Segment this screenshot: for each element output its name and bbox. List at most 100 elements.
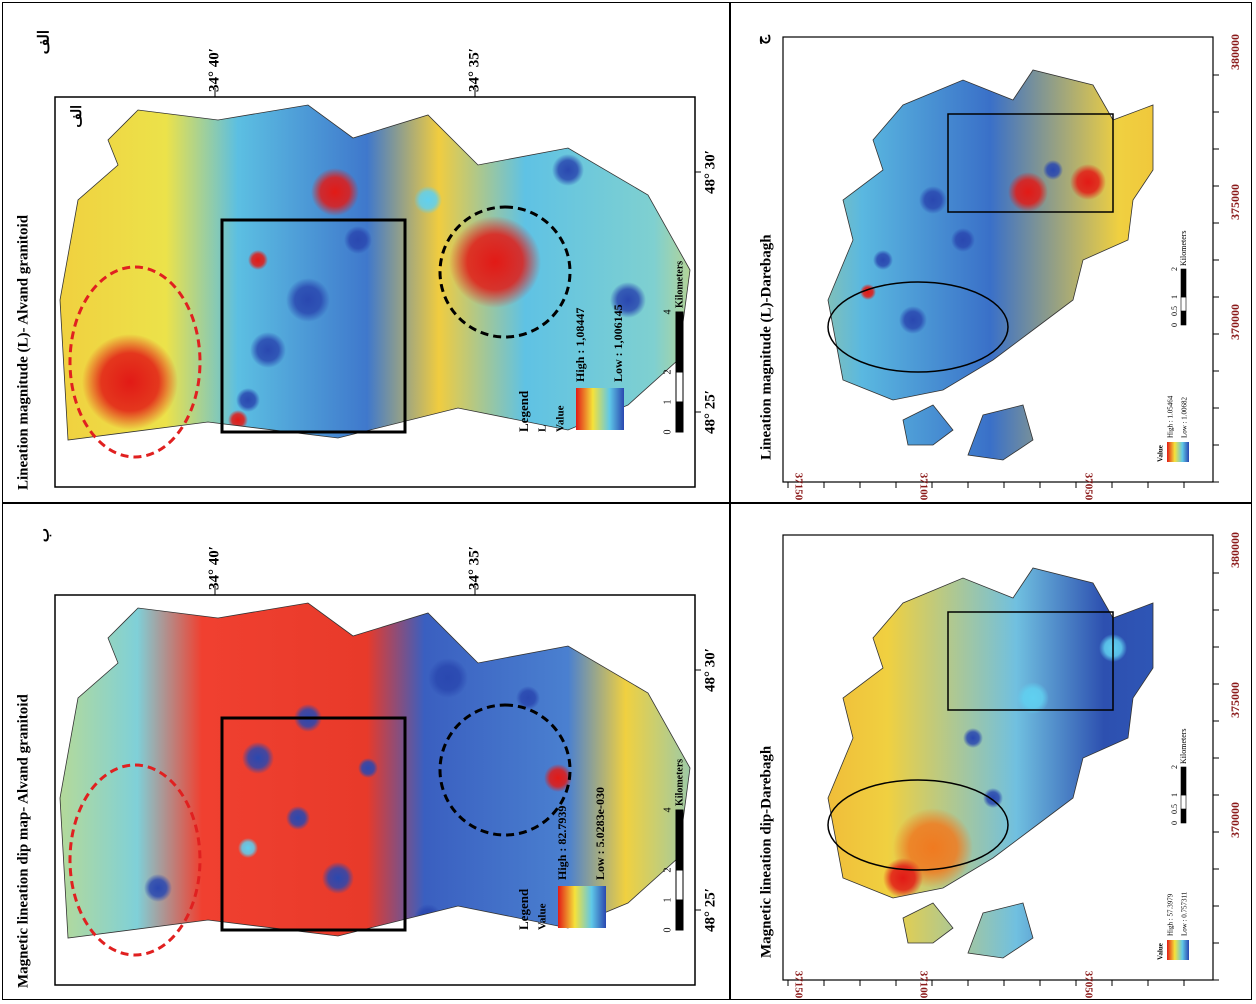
- anomaly: [228, 410, 248, 430]
- anomaly: [899, 306, 927, 334]
- legend-ramp: [1167, 442, 1189, 462]
- vertical-divider: [729, 2, 731, 1000]
- ellipse: [827, 281, 1009, 373]
- frame: [54, 96, 696, 488]
- map: Magnetic lineation dip map- Alvand grani…: [15, 528, 718, 988]
- anomaly: [1043, 160, 1063, 180]
- easting-label: 370000: [1228, 802, 1242, 838]
- anomaly: [311, 168, 359, 216]
- study-box: [947, 113, 1114, 213]
- northing-label: 3705000: [1082, 971, 1094, 998]
- legend-low: Low : 1,006145: [611, 304, 625, 382]
- ellipse: [827, 779, 1009, 871]
- anomaly: [286, 806, 310, 830]
- lon-label: 48° 30′: [702, 150, 718, 194]
- anomaly: [238, 838, 258, 858]
- anomaly: [1070, 164, 1106, 200]
- corner-label: الف: [70, 105, 85, 128]
- northing-label: 3715000: [792, 473, 804, 500]
- black-circle: [438, 205, 572, 339]
- corner-label: ج: [754, 35, 770, 45]
- anomaly: [592, 603, 624, 634]
- anomaly: [883, 858, 923, 898]
- easting-label: 375000: [1228, 184, 1242, 220]
- anomaly: [250, 332, 286, 368]
- red-ellipse: [68, 265, 202, 459]
- legend-value: Value: [1157, 943, 1165, 960]
- scale-label: 2: [662, 868, 673, 873]
- lat-label: 34° 35′: [466, 48, 482, 92]
- map: Lineation magnitude (L)-Darebagh ج 3715000…: [754, 34, 1242, 500]
- study-box: [220, 716, 407, 932]
- scale-label: 0: [1170, 821, 1179, 825]
- corner-label: ب: [36, 528, 52, 542]
- scale-label: 0: [662, 430, 673, 435]
- outline: [59, 104, 691, 441]
- study-box: [947, 611, 1114, 711]
- scale-unit: Kilometers: [674, 759, 685, 806]
- anomaly: [414, 904, 442, 932]
- lat-label: 34° 35′: [466, 546, 482, 590]
- lat-label: 34° 40′: [206, 546, 222, 590]
- anomaly: [428, 658, 468, 698]
- scale-segment: [675, 311, 684, 373]
- scale-label: 1: [662, 898, 673, 903]
- scale-segment: [675, 371, 684, 403]
- scale-label: 4: [662, 808, 673, 813]
- scale-segment: [1180, 268, 1187, 298]
- scale-label: 2: [1170, 267, 1179, 271]
- title: Lineation magnitude (L)-Darebagh: [758, 234, 774, 460]
- scale-label: 1: [1170, 793, 1179, 797]
- anomaly: [144, 874, 172, 902]
- legend-ramp: [1167, 940, 1189, 960]
- anomaly: [610, 282, 646, 318]
- northing-label: 3715000: [792, 971, 804, 998]
- title: Magnetic lineation dip map- Alvand grani…: [15, 694, 31, 988]
- scale-label: 0: [662, 928, 673, 933]
- legend-heading: Legend: [516, 888, 531, 930]
- legend-ramp: [576, 388, 624, 430]
- map-panel: Lineation magnitude (L)- Alvand granitoi…: [8, 8, 726, 500]
- anomaly: [358, 758, 378, 778]
- anomaly: [919, 186, 947, 214]
- northing-label: 3710000: [917, 971, 929, 998]
- lon-label: 48° 25′: [702, 390, 718, 434]
- lon-label: 48° 30′: [702, 648, 718, 692]
- legend-field: L: [537, 425, 549, 432]
- scale-segment: [675, 401, 684, 433]
- legend-low: Low : 5.0283e-030: [593, 787, 607, 880]
- scale-segment: [675, 899, 684, 931]
- anomaly: [1008, 172, 1048, 212]
- scale-segment: [1180, 794, 1187, 810]
- map: Magnetic lineation dip-Darebagh 3715000 37…: [758, 532, 1242, 998]
- horizontal-divider: [2, 502, 1252, 504]
- title: Lineation magnitude (L)- Alvand granitoi…: [15, 214, 31, 490]
- frame: [54, 594, 696, 986]
- legend-high: High : 82.7939: [555, 806, 569, 880]
- anomaly: [414, 186, 442, 214]
- anomaly: [286, 278, 330, 322]
- scale-segment: [675, 869, 684, 901]
- map-panel: Magnetic lineation dip-Darebagh 3715000 37…: [733, 506, 1248, 998]
- legend-value: Value: [555, 405, 567, 432]
- anomaly: [1017, 682, 1049, 714]
- northing-label: 3705000: [1082, 473, 1094, 500]
- anomaly: [873, 250, 893, 270]
- map-panel: Lineation magnitude (L)-Darebagh ج 3715000…: [733, 8, 1248, 500]
- black-circle: [438, 703, 572, 837]
- lon-label: 48° 25′: [702, 888, 718, 932]
- scale-segment: [1180, 766, 1187, 796]
- anomaly: [322, 862, 354, 894]
- legend-high: High : 1,08447: [573, 308, 587, 382]
- easting-label: 380000: [1228, 532, 1242, 568]
- scale-label: 2: [662, 370, 673, 375]
- anomaly: [951, 228, 975, 252]
- scale-segment: [1180, 296, 1187, 312]
- anomaly: [82, 334, 178, 430]
- anomaly: [242, 742, 274, 774]
- scale-segment: [675, 809, 684, 871]
- anomaly: [236, 388, 260, 412]
- scale-label: 0.5: [1170, 306, 1179, 316]
